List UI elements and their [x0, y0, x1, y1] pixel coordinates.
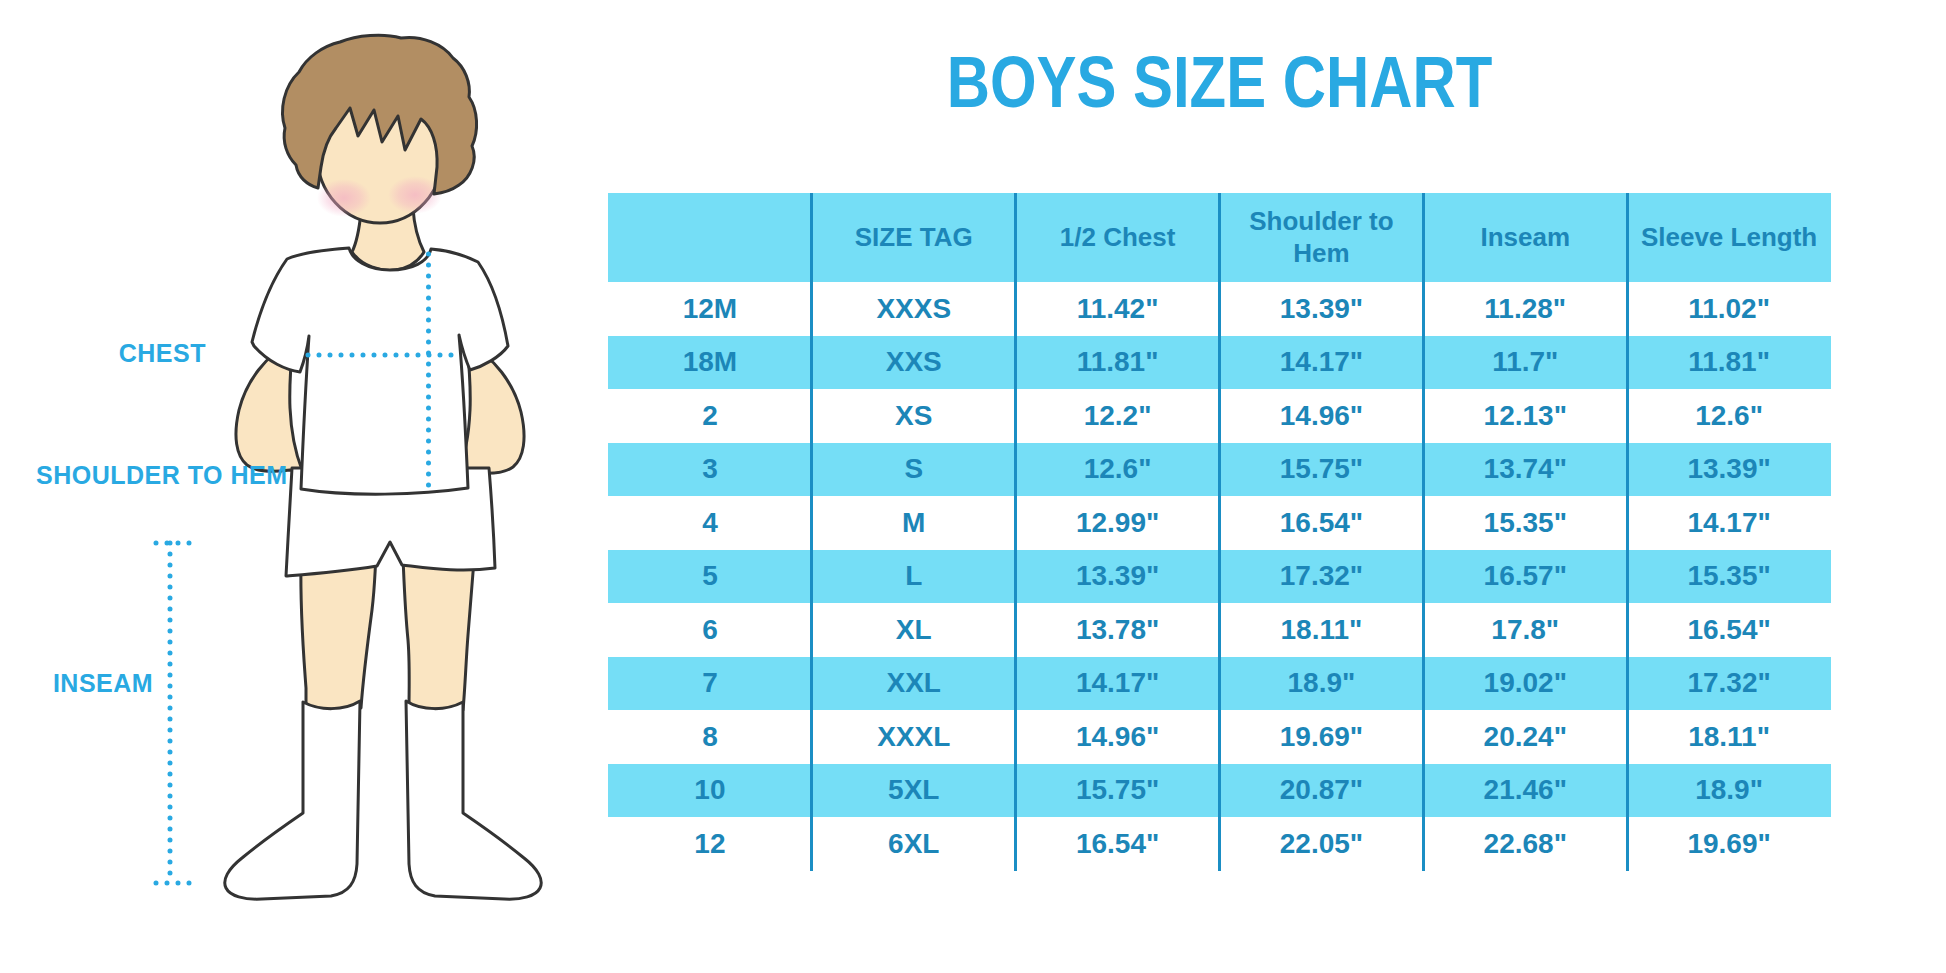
- table-cell: S: [812, 443, 1016, 497]
- table-cell: 13.39": [1016, 550, 1220, 604]
- table-cell: 21.46": [1423, 764, 1627, 818]
- table-cell: XXL: [812, 657, 1016, 711]
- row-label: 3: [608, 443, 812, 497]
- table-cell: XS: [812, 389, 1016, 443]
- table-cell: 11.42": [1016, 282, 1220, 336]
- table-cell: 16.54": [1016, 817, 1220, 871]
- header-cell: Sleeve Length: [1627, 193, 1831, 282]
- table-cell: 12.13": [1423, 389, 1627, 443]
- row-label: 18M: [608, 336, 812, 390]
- boy-left-sock: [225, 701, 360, 899]
- table-cell: 15.75": [1016, 764, 1220, 818]
- table-cell: XXS: [812, 336, 1016, 390]
- table-cell: 16.57": [1423, 550, 1627, 604]
- table-cell: 11.28": [1423, 282, 1627, 336]
- table-cell: 14.17": [1016, 657, 1220, 711]
- table-cell: 11.7": [1423, 336, 1627, 390]
- table-cell: 15.35": [1627, 550, 1831, 604]
- table-cell: 17.8": [1423, 603, 1627, 657]
- row-label: 10: [608, 764, 812, 818]
- table-cell: 17.32": [1627, 657, 1831, 711]
- column-divider: [1014, 193, 1017, 871]
- table-cell: 18.9": [1219, 657, 1423, 711]
- table-cell: 19.69": [1627, 817, 1831, 871]
- table-cell: 11.81": [1627, 336, 1831, 390]
- table-cell: 11.81": [1016, 336, 1220, 390]
- header-cell: SIZE TAG: [812, 193, 1016, 282]
- table-cell: 14.96": [1219, 389, 1423, 443]
- boy-right-sock: [406, 701, 541, 899]
- table-cell: XXXL: [812, 710, 1016, 764]
- row-label: 8: [608, 710, 812, 764]
- table-cell: 13.39": [1627, 443, 1831, 497]
- row-label: 12M: [608, 282, 812, 336]
- table-cell: 20.24": [1423, 710, 1627, 764]
- table-cell: 13.78": [1016, 603, 1220, 657]
- table-cell: 6XL: [812, 817, 1016, 871]
- page-title: BOYS SIZE CHART: [718, 40, 1721, 123]
- column-divider: [1218, 193, 1221, 871]
- row-label: 6: [608, 603, 812, 657]
- header-cell: Shoulder to Hem: [1219, 193, 1423, 282]
- table-cell: 12.2": [1016, 389, 1220, 443]
- table-cell: 18.9": [1627, 764, 1831, 818]
- boy-right-leg: [403, 558, 474, 710]
- table-cell: 19.02": [1423, 657, 1627, 711]
- table-cell: 12.6": [1016, 443, 1220, 497]
- table-cell: 13.39": [1219, 282, 1423, 336]
- header-cell: [608, 193, 812, 282]
- table-cell: 18.11": [1627, 710, 1831, 764]
- table-cell: M: [812, 496, 1016, 550]
- chest-label: CHEST: [40, 339, 206, 368]
- inseam-label: INSEAM: [48, 669, 158, 698]
- table-cell: 18.11": [1219, 603, 1423, 657]
- table-cell: 11.02": [1627, 282, 1831, 336]
- column-divider: [810, 193, 813, 871]
- header-cell: 1/2 Chest: [1016, 193, 1220, 282]
- table-cell: XL: [812, 603, 1016, 657]
- table-cell: 22.68": [1423, 817, 1627, 871]
- table-cell: 14.17": [1627, 496, 1831, 550]
- row-label: 7: [608, 657, 812, 711]
- boy-left-leg: [301, 558, 376, 710]
- table-cell: 15.35": [1423, 496, 1627, 550]
- column-divider: [1626, 193, 1629, 871]
- boy-left-cheek-blush: [317, 179, 371, 217]
- table-cell: 5XL: [812, 764, 1016, 818]
- table-cell: 13.74": [1423, 443, 1627, 497]
- table-cell: 12.99": [1016, 496, 1220, 550]
- header-cell: Inseam: [1423, 193, 1627, 282]
- table-cell: 15.75": [1219, 443, 1423, 497]
- shoulder-to-hem-label: SHOULDER TO HEM: [36, 461, 288, 490]
- row-label: 5: [608, 550, 812, 604]
- table-cell: 22.05": [1219, 817, 1423, 871]
- row-label: 12: [608, 817, 812, 871]
- table-cell: 19.69": [1219, 710, 1423, 764]
- table-cell: 20.87": [1219, 764, 1423, 818]
- size-table: SIZE TAG1/2 ChestShoulder to HemInseamSl…: [608, 193, 1831, 871]
- table-cell: 17.32": [1219, 550, 1423, 604]
- table-cell: 16.54": [1627, 603, 1831, 657]
- table-cell: 14.96": [1016, 710, 1220, 764]
- column-divider: [1422, 193, 1425, 871]
- table-cell: L: [812, 550, 1016, 604]
- table-cell: XXXS: [812, 282, 1016, 336]
- row-label: 4: [608, 496, 812, 550]
- boys-size-chart-page: BOYS SIZE CHART: [0, 0, 1946, 973]
- table-cell: 12.6": [1627, 389, 1831, 443]
- row-label: 2: [608, 389, 812, 443]
- table-cell: 16.54": [1219, 496, 1423, 550]
- table-cell: 14.17": [1219, 336, 1423, 390]
